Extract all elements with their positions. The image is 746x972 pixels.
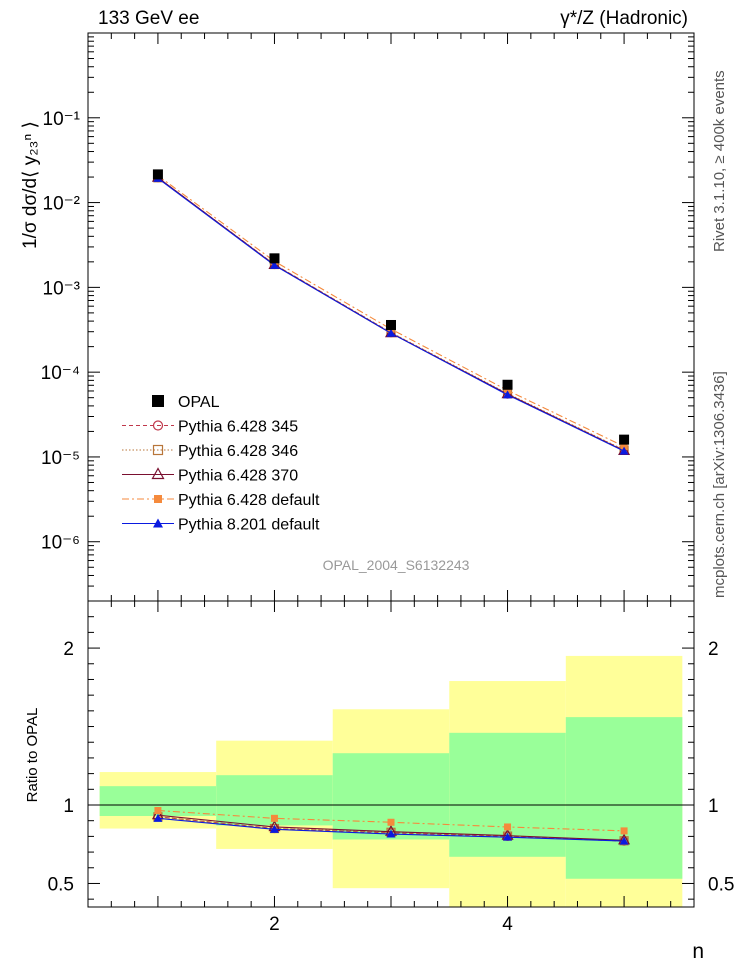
ratio-point-pdef [387, 818, 395, 826]
main-y-tick-label: 10⁻¹ [43, 109, 81, 130]
main-y-tick-label: 10⁻⁶ [41, 533, 80, 554]
main-y-tick-label: 10⁻⁴ [41, 363, 80, 384]
main-data-point [269, 253, 280, 264]
main-data-point [152, 169, 163, 180]
ratio-point-p8 [619, 836, 629, 845]
main-data-point [386, 319, 396, 330]
ratio-y-tick-label: 2 [63, 639, 74, 660]
ratio-y-tick-label: 1 [63, 796, 74, 817]
ratio-y-tick-label-right: 1 [708, 796, 719, 817]
ratio-y-tick-label-right: 2 [708, 639, 719, 660]
x-tick-label: 4 [502, 914, 513, 935]
legend-marker-p370 [151, 467, 165, 480]
legend-label-p370: Pythia 6.428 370 [178, 468, 298, 485]
main-y-axis-label: 1/σ dσ/d⟨ y₂₃ⁿ ⟩ [20, 121, 41, 249]
ratio-point-pdef [504, 823, 512, 831]
header-right-label: γ*/Z (Hadronic) [560, 8, 688, 29]
legend-label-p345: Pythia 6.428 345 [178, 419, 298, 436]
ratio-y-axis-label: Ratio to OPAL [24, 708, 41, 803]
main-series-line-p345 [157, 177, 625, 451]
ratio-point-pdef [154, 806, 162, 814]
main-series-line-p8 [157, 177, 625, 452]
ratio-y-tick-label-right: 0.5 [708, 874, 734, 895]
main-data-point [502, 379, 513, 390]
main-plot-marks [151, 169, 631, 455]
ratio-band-inner [565, 717, 683, 879]
legend-label-p8: Pythia 8.201 default [178, 517, 320, 534]
header-left-label: 133 GeV ee [98, 8, 199, 29]
main-y-tick-label: 10⁻⁵ [41, 448, 80, 469]
legend-label-pdef: Pythia 6.428 default [178, 492, 320, 509]
main-point-pdef [620, 442, 628, 450]
mcplots-label: mcplots.cern.ch [arXiv:1306.3436] [711, 371, 728, 598]
ratio-point-pdef [620, 827, 628, 835]
ratio-point-p8 [386, 829, 396, 838]
main-series-line-pdef [157, 175, 625, 447]
ratio-point-p8 [269, 824, 279, 833]
x-axis-label: n [692, 940, 704, 963]
ratio-y-tick-label: 0.5 [48, 874, 74, 895]
main-plot-panel: 10⁻⁶ 10⁻⁵ 10⁻⁴ 10⁻³ 10⁻² 10⁻¹ OPAL_2004_S6132… [41, 32, 695, 602]
main-point-p8 [386, 328, 396, 337]
ratio-point-pdef [270, 814, 278, 822]
main-y-tick-label: 10⁻³ [43, 278, 81, 299]
legend-marker-pdef [154, 495, 162, 503]
ratio-point-p8 [503, 832, 513, 841]
main-series-line-p346 [157, 177, 625, 451]
legend: OPAL Pythia 6.428 345 Pythia 6.428 346 Pyth… [122, 394, 320, 534]
main-point-p8 [269, 260, 279, 269]
analysis-id-label: OPAL_2004_S6132243 [323, 557, 470, 573]
rivet-version-label: Rivet 3.1.10, ≥ 400k events [711, 70, 728, 252]
legend-label-p346: Pythia 6.428 346 [178, 443, 298, 460]
ratio-point-p8 [153, 813, 163, 822]
legend-marker-p346 [152, 444, 164, 456]
main-plot-axes: 10⁻⁶ 10⁻⁵ 10⁻⁴ 10⁻³ 10⁻² 10⁻¹ [41, 33, 694, 602]
ratio-plot-marks [88, 655, 694, 907]
main-data-point [619, 434, 630, 445]
main-point-p8 [619, 446, 629, 455]
legend-marker-p345 [152, 420, 164, 431]
legend-marker-data [152, 395, 164, 407]
legend-marker-p8 [153, 518, 163, 528]
main-series-line-p370 [157, 177, 625, 452]
ratio-plot-panel: 0.5 0.5 1 1 2 2 2 4 [48, 600, 734, 935]
ratio-series-line-pdef [157, 809, 625, 832]
main-y-tick-label: 10⁻² [43, 194, 81, 215]
legend-label-data: OPAL [178, 394, 220, 411]
ratio-plot-axes: 0.5 0.5 1 1 2 2 2 4 [48, 601, 734, 935]
main-point-p8 [503, 390, 513, 399]
x-tick-label: 2 [269, 914, 280, 935]
